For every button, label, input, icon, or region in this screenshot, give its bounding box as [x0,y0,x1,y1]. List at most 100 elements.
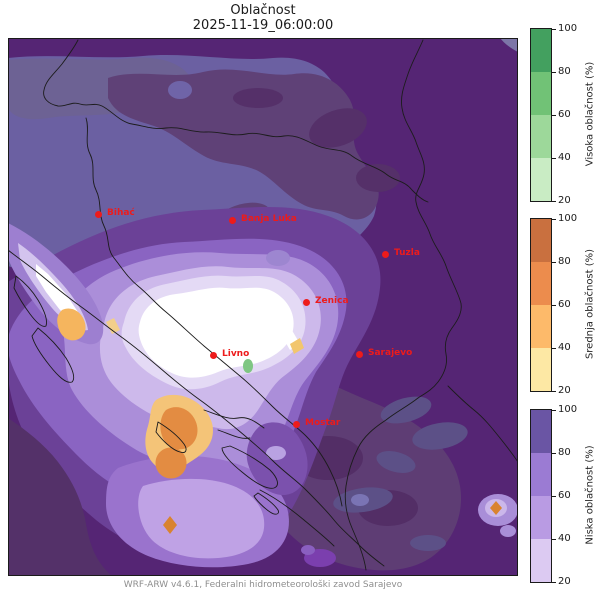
city-dot-icon [209,351,217,359]
colorbar-tick-label: 100 [558,23,578,34]
city-label: Mostar [305,418,341,428]
colorbar-segment [531,29,551,72]
colorbar-tick [552,390,556,392]
colorbar-tick-label: 60 [558,490,571,501]
island [155,421,187,453]
river-squiggle [203,409,265,429]
colorbar-axis-label: Srednja oblačnost (%) [584,248,596,360]
colorbar-niska: 20 40 60 80 100 Niska oblačnost (%) [530,405,600,587]
colorbar-tick [552,114,556,116]
colorbar-tick [552,581,556,583]
island [221,445,278,489]
title-block: Oblačnost 2025-11-19_06:00:00 [8,3,518,33]
city-label: Zenica [315,296,349,306]
border-northwest [43,39,429,203]
city-dot-icon [381,250,389,258]
city-dot-icon [302,298,310,306]
green-spot [243,359,253,373]
map-title: Oblačnost [230,3,296,18]
slate-blue-patch [412,422,468,450]
colorbar-segment [531,219,551,262]
border-west-una [85,117,343,507]
border-east-drina [401,39,462,399]
orange-cluster-inner [160,407,198,450]
colorbar-tick-label: 100 [558,404,578,415]
orange-cluster-inner [155,447,187,479]
colorbar-tick [552,157,556,159]
colorbar-axis-label: Niska oblačnost (%) [584,445,596,545]
se-light-blob-tail [500,525,516,537]
dark-corner [8,418,112,576]
colorbar-tick [552,200,556,202]
borders-and-coastline [8,39,518,571]
colorbar-tick-label: 100 [558,213,578,224]
colorbar-segment [531,262,551,305]
colorbar-tick-label: 40 [558,152,571,163]
yellow-wedge [290,338,304,354]
city-dot-icon [228,216,236,224]
colorbar-tick-label: 20 [558,195,571,206]
colorbar-tick [552,495,556,497]
mauve-dark-spot [233,88,283,108]
bottom-purple-blob [301,545,315,555]
city-label: Bihać [107,208,135,218]
slate-blue-patch [380,396,432,424]
colorbar-tick-label: 40 [558,533,571,544]
corner-nick [500,38,518,52]
colorbar-segment [531,158,551,201]
lavender-spot [266,446,286,460]
coastal-band-white [36,264,78,322]
colorbar-tick-label: 80 [558,447,571,458]
mauve-dark-spot [356,164,400,192]
slate-blue-spot [168,81,192,99]
border-montenegro [344,397,419,571]
colorbar-scale [530,28,552,202]
coastline [8,249,385,567]
border-southeast-branch [447,385,518,463]
slate-blue-patch [376,451,416,473]
colorbar-tick-label: 60 [558,109,571,120]
map-timestamp: 2025-11-19_06:00:00 [192,18,334,33]
colorbar-tick [552,409,556,411]
colorbar-tick [552,28,556,30]
colorbar-tick [552,452,556,454]
colorbar-tick-label: 20 [558,576,571,587]
colorbar-tick [552,218,556,220]
clear-sky-core [138,287,294,378]
river-squiggle [217,429,251,439]
colorbar-tick [552,304,556,306]
map-frame [8,38,518,576]
colorbar-tick-label: 80 [558,66,571,77]
colorbar-segment [531,410,551,453]
mauve-dark-spot [309,108,367,148]
colorbar-segment [531,348,551,391]
colorbar-segment [531,453,551,496]
coastal-orange-patch [57,308,86,341]
colorbar-tick-label: 40 [558,342,571,353]
city-label: Tuzla [394,248,420,258]
colorbar-tick [552,71,556,73]
colorbar-segment [531,72,551,115]
bottom-light-inner [138,478,265,559]
colorbar-tick [552,261,556,263]
footer-credit: WRF-ARW v4.6.1, Federalni hidrometeorolo… [123,580,403,590]
colorbar-tick-label: 60 [558,299,571,310]
coastline-channel [259,489,335,547]
colorbar-tick-label: 20 [558,385,571,396]
lavender-spot [351,494,369,506]
orange-diamond [163,516,177,534]
island [253,492,279,515]
colorbar-segment [531,115,551,158]
lavender-spot [266,250,290,266]
colorbar-visoka: 20 40 60 80 100 Visoka oblačnost (%) [530,24,600,206]
colorbar-segment [531,305,551,348]
colorbar-srednja: 20 40 60 80 100 Srednja oblačnost (%) [530,214,600,396]
island [31,327,75,383]
city-dot-icon [94,210,102,218]
colorbar-segment [531,496,551,539]
colorbar-segment [531,539,551,582]
city-label: Banja Luka [241,214,297,224]
city-label: Livno [222,349,250,359]
city-dot-icon [355,350,363,358]
